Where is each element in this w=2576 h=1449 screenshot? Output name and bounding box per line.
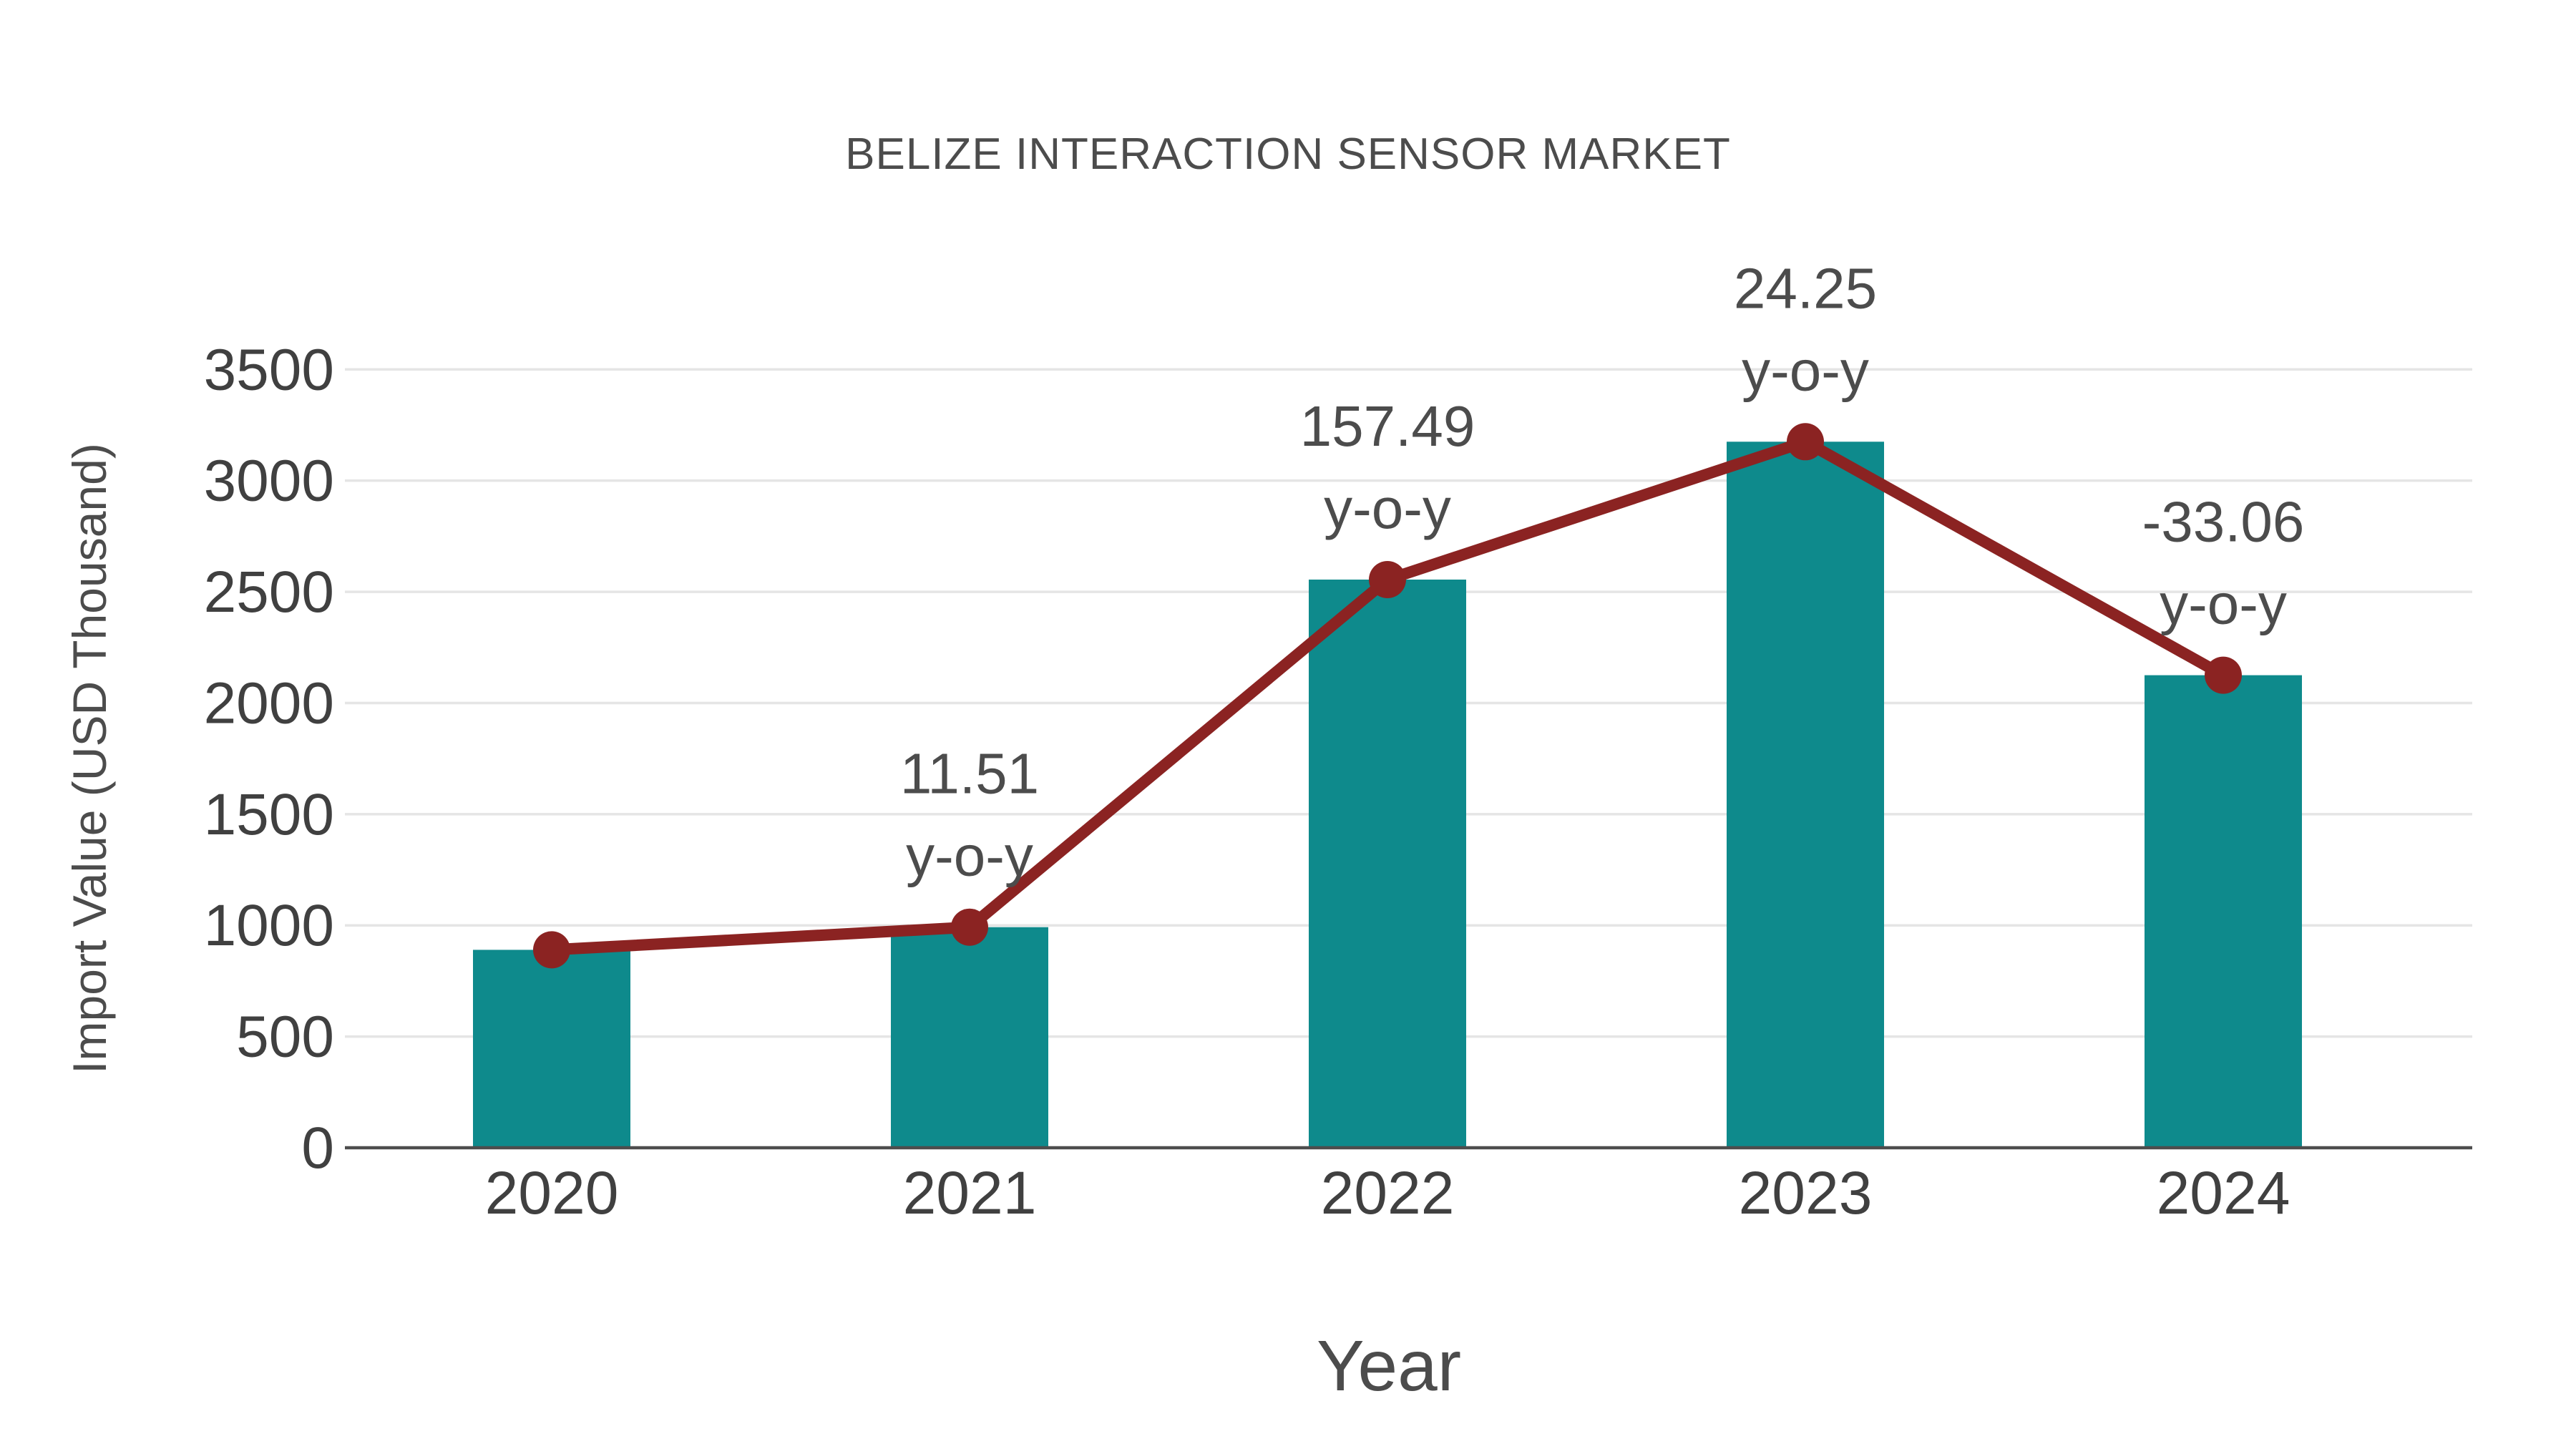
- annotation-suffix: y-o-y: [906, 824, 1033, 888]
- annotation-value: 11.51: [900, 742, 1039, 806]
- bar: [473, 950, 630, 1148]
- y-tick-label: 2000: [204, 670, 334, 736]
- annotation-suffix: y-o-y: [1324, 477, 1451, 540]
- annotation-suffix: y-o-y: [1742, 338, 1869, 402]
- x-tick-label: 2024: [2157, 1159, 2290, 1226]
- x-tick-labels-group: 2020 2021 2022 2023 2024: [485, 1159, 2290, 1226]
- bar: [2145, 675, 2302, 1148]
- bar: [1727, 441, 1884, 1148]
- bar-series-group: [473, 441, 2302, 1148]
- x-tick-label: 2020: [485, 1159, 619, 1226]
- bar: [891, 927, 1048, 1148]
- line-marker: [1369, 560, 1406, 598]
- y-tick-label: 3500: [204, 337, 334, 402]
- y-tick-label: 1500: [204, 782, 334, 847]
- annotation-value: 24.25: [1734, 256, 1877, 320]
- x-tick-label: 2022: [1321, 1159, 1455, 1226]
- y-tick-labels-group: 0 500 1000 1500 2000 2500 3000 3500: [204, 337, 334, 1181]
- line-marker: [533, 931, 570, 969]
- y-tick-label: 1000: [204, 893, 334, 958]
- line-marker: [2205, 656, 2242, 694]
- markers-group: [533, 423, 2242, 969]
- x-axis-title: Year: [1316, 1326, 1462, 1406]
- annotations-group: 11.51 y-o-y 157.49 y-o-y 24.25 y-o-y -33.06 y-o…: [900, 256, 2305, 887]
- annotation-value: -33.06: [2142, 490, 2305, 554]
- y-tick-label: 3000: [204, 449, 334, 514]
- y-tick-label: 500: [236, 1005, 334, 1070]
- line-marker: [951, 908, 988, 946]
- annotation-value: 157.49: [1300, 394, 1475, 458]
- y-tick-label: 0: [301, 1116, 334, 1181]
- x-tick-label: 2021: [903, 1159, 1037, 1226]
- y-tick-label: 2500: [204, 560, 334, 625]
- x-tick-label: 2023: [1739, 1159, 1873, 1226]
- chart-title: BELIZE INTERACTION SENSOR MARKET: [845, 130, 1731, 179]
- annotation-suffix: y-o-y: [2160, 572, 2287, 636]
- line-marker: [1787, 423, 1824, 461]
- bar: [1309, 579, 1466, 1148]
